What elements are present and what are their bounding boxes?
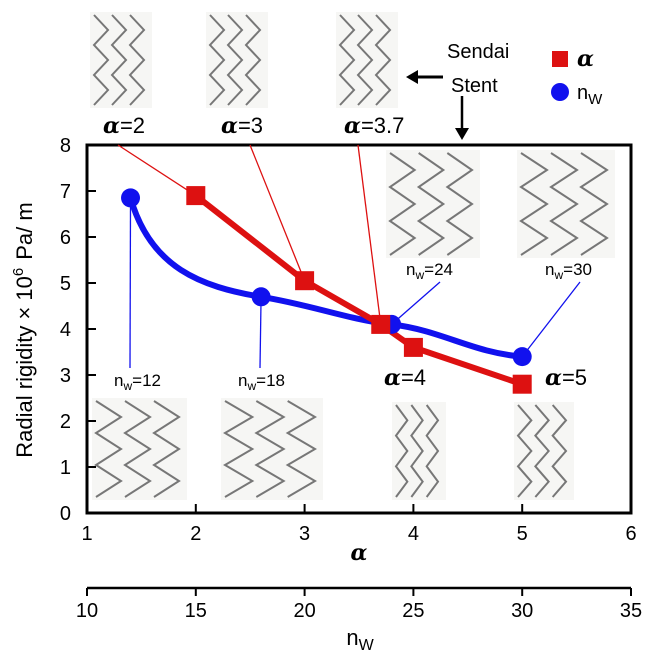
series-alpha-point bbox=[403, 337, 423, 357]
y-tick-label: 0 bbox=[60, 503, 71, 525]
sendai-label-line2: Stent bbox=[451, 75, 498, 97]
data-series bbox=[121, 186, 532, 394]
x-tick-label: 6 bbox=[625, 523, 636, 545]
y-tick-label: 6 bbox=[60, 227, 71, 249]
x2-axis-label: nW bbox=[346, 625, 374, 652]
stent-image-alpha-4 bbox=[392, 402, 446, 500]
leader-nw-12 bbox=[129, 197, 132, 369]
y-tick-label: 5 bbox=[60, 273, 71, 295]
nw-label-12: nw=12 bbox=[114, 371, 161, 393]
stent-image-nw-12 bbox=[92, 398, 187, 500]
x-tick-label: 5 bbox=[517, 523, 528, 545]
stent-image-nw-18 bbox=[221, 398, 323, 500]
x-tick-label: 2 bbox=[190, 523, 201, 545]
x2-ticks: 10 15 20 25 30 35 bbox=[76, 588, 642, 622]
stent-image-alpha-3-7 bbox=[336, 12, 398, 108]
top-label-alpha-3: α=3 bbox=[221, 113, 263, 139]
x2-tick-label: 10 bbox=[76, 600, 98, 622]
series-nw-line bbox=[127, 197, 523, 360]
leader-alpha-2 bbox=[117, 144, 197, 197]
stent-image-alpha-5 bbox=[514, 402, 574, 500]
x-tick-label: 4 bbox=[408, 523, 419, 545]
x2-axis-label-sub: W bbox=[359, 637, 375, 652]
series-nw-point bbox=[512, 347, 532, 367]
sendai-label-line1: Sendai bbox=[447, 41, 509, 63]
y-tick-label: 7 bbox=[60, 181, 71, 203]
x2-tick-label: 25 bbox=[402, 600, 424, 622]
series-nw-point bbox=[121, 188, 141, 208]
y-axis-label-unit: Pa/ m bbox=[12, 202, 37, 259]
leader-alpha-3-7 bbox=[357, 144, 382, 325]
inner-label-alpha-4: α=4 bbox=[384, 365, 426, 391]
sendai-arrow-down-head bbox=[455, 128, 469, 140]
series-alpha-point bbox=[295, 271, 315, 291]
stent-image-nw-30 bbox=[517, 150, 615, 258]
series-alpha-point bbox=[512, 374, 532, 394]
legend-nw-marker bbox=[551, 83, 569, 101]
x-ticks: 1 2 3 4 5 6 bbox=[81, 504, 637, 545]
y-axis-label: Radial rigidity × 106 Pa/ m bbox=[10, 202, 37, 457]
x2-tick-label: 35 bbox=[620, 600, 642, 622]
x-axis-label: α bbox=[351, 540, 368, 566]
series-alpha-point bbox=[371, 314, 391, 334]
sendai-arrow-left-head bbox=[406, 70, 418, 84]
y-tick-label: 2 bbox=[60, 411, 71, 433]
x2-axis-label-base: n bbox=[346, 625, 358, 650]
leader-nw-30 bbox=[521, 281, 581, 357]
y-tick-label: 4 bbox=[60, 319, 71, 341]
stent-image-alpha-2 bbox=[90, 12, 152, 108]
legend-nw-label: nW bbox=[577, 82, 603, 108]
x2-tick-label: 30 bbox=[511, 600, 533, 622]
leader-alpha-3 bbox=[249, 144, 306, 281]
y-tick-label: 1 bbox=[60, 457, 71, 479]
series-nw-point bbox=[251, 287, 271, 307]
y-ticks: 0 1 2 3 4 5 6 7 8 bbox=[60, 135, 96, 525]
annotation-leader-lines bbox=[117, 144, 581, 369]
legend-alpha-label: α bbox=[577, 46, 594, 72]
x-tick-label: 3 bbox=[299, 523, 310, 545]
y-tick-label: 8 bbox=[60, 135, 71, 157]
series-alpha-point bbox=[186, 186, 206, 206]
y-tick-label: 3 bbox=[60, 365, 71, 387]
y-axis-label-exponent: 6 bbox=[10, 268, 27, 276]
stent-illustrations bbox=[90, 12, 615, 500]
x-tick-label: 1 bbox=[81, 523, 92, 545]
inner-label-alpha-5: α=5 bbox=[545, 365, 587, 391]
top-label-alpha-2: α=2 bbox=[103, 113, 145, 139]
y-axis-label-main: Radial rigidity × 10 bbox=[12, 276, 37, 458]
nw-label-30: nw=30 bbox=[545, 260, 592, 282]
leader-nw-24 bbox=[391, 281, 441, 325]
annotations: α=2 α=3 α=3.7 Sendai Stent α=4 α=5 nw=12… bbox=[103, 41, 592, 393]
legend: α nW bbox=[551, 46, 603, 108]
top-label-alpha-3-7: α=3.7 bbox=[344, 113, 404, 139]
stent-image-alpha-3 bbox=[206, 12, 268, 108]
stent-image-nw-24 bbox=[386, 150, 480, 258]
nw-label-18: nw=18 bbox=[238, 371, 285, 393]
legend-alpha-marker bbox=[552, 51, 568, 67]
x2-tick-label: 15 bbox=[185, 600, 207, 622]
leader-nw-18 bbox=[259, 296, 262, 369]
x2-tick-label: 20 bbox=[293, 600, 315, 622]
nw-label-24: nw=24 bbox=[406, 260, 453, 282]
